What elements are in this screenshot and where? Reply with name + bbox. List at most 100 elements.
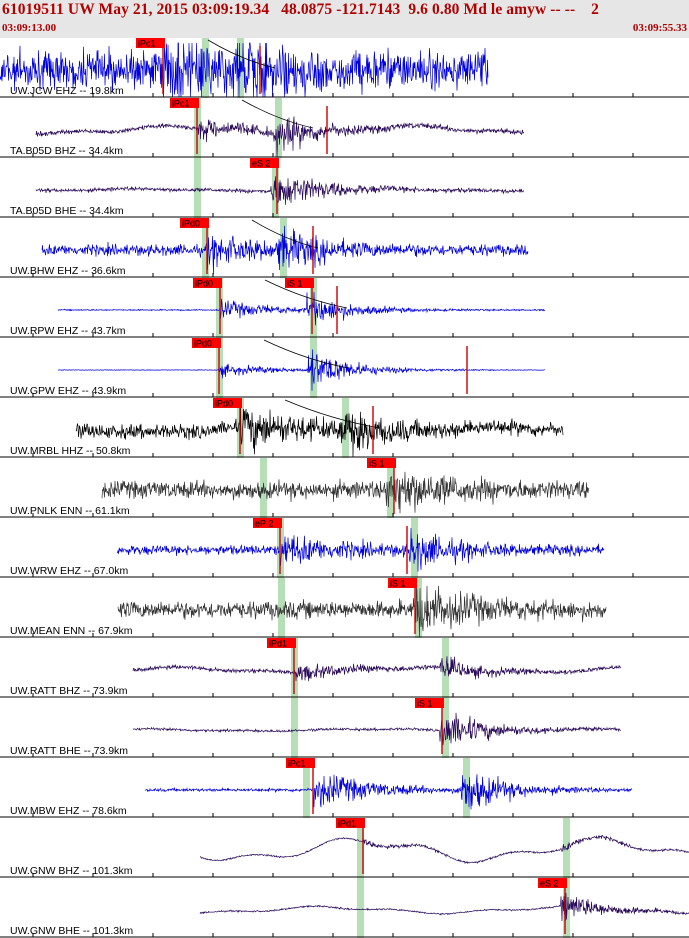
trace-row[interactable]: iS 1 UW.PNLK ENN -- 61.1km: [0, 458, 689, 518]
waveform-trace: [57, 291, 546, 326]
pick-flag[interactable]: [250, 158, 279, 168]
theoretical-arrival-band: [275, 98, 282, 158]
pick-label: eS 2: [540, 879, 559, 889]
trace-row[interactable]: eS 2 UW.GNW BHE -- 101.3km: [0, 878, 689, 938]
theoretical-arrival-band: [202, 38, 209, 98]
waveform-trace: [75, 402, 564, 457]
pick-label: iPd0: [195, 279, 213, 289]
station-label: UW.RATT BHE -- 73.9km: [10, 745, 128, 757]
pick-flag[interactable]: [180, 218, 209, 228]
theoretical-arrival-band: [442, 698, 449, 758]
station-label: TA.B05D BHE -- 34.4km: [10, 205, 124, 217]
pick-flag[interactable]: [285, 278, 314, 288]
waveform-trace: [116, 527, 605, 572]
pick-label: iPc1: [138, 39, 156, 49]
waveform-trace: [199, 834, 689, 865]
trace-row[interactable]: iPd0 UW.GPW EHZ -- 43.9km: [0, 338, 689, 398]
trace-row[interactable]: iPc1 TA.B05D BHZ -- 34.4km: [0, 98, 689, 158]
station-label: UW.MRBL HHZ -- 50.8km: [10, 445, 131, 457]
pick-label: iPc1: [172, 99, 190, 109]
event-title: 61019511 UW May 21, 2015 03:09:19.34 48.…: [2, 1, 600, 18]
pick-flag[interactable]: [170, 98, 199, 108]
trace-row[interactable]: iPc1 UW.MBW EHZ -- 78.6km: [0, 758, 689, 818]
theoretical-arrival-band: [463, 758, 470, 818]
pick-label: iPd1: [338, 819, 356, 829]
pick-flag[interactable]: [267, 638, 296, 648]
waveform-trace: [132, 712, 622, 746]
pick-label: eS 2: [252, 159, 271, 169]
model-curve: [241, 99, 314, 129]
trace-row[interactable]: iPd1 UW.RATT BHZ -- 73.9km: [0, 638, 689, 698]
waveform-trace: [35, 176, 525, 205]
trace-row[interactable]: eP 2 UW.WRW EHZ -- 67.0km: [0, 518, 689, 578]
theoretical-arrival-band: [411, 518, 418, 578]
theoretical-arrival-band: [303, 758, 310, 818]
waveform-trace: [117, 585, 607, 638]
pick-label: iPd0: [182, 219, 200, 229]
trace-row[interactable]: eS 2 TA.B05D BHE -- 34.4km: [0, 158, 689, 218]
waveform-trace: [101, 471, 590, 514]
pick-flag[interactable]: [213, 398, 242, 408]
station-label: UW.MEAN ENN -- 67.9km: [10, 625, 133, 637]
seismogram-panel[interactable]: iPc1 UW.JCW EHZ -- 19.8km iPc1 TA.B05D BHZ …: [0, 38, 689, 938]
model-curve: [251, 219, 319, 249]
pick-label: iPd0: [194, 339, 212, 349]
station-label: UW.JCW EHZ -- 19.8km: [10, 85, 124, 97]
waveform-trace: [144, 774, 633, 810]
waveform-trace: [132, 656, 622, 682]
station-label: UW.BHW EHZ -- 36.6km: [10, 265, 126, 277]
station-label: UW.GNW BHE -- 101.3km: [10, 925, 133, 937]
pick-label: iS 1: [287, 279, 303, 289]
pick-flag[interactable]: [253, 518, 282, 528]
pick-flag[interactable]: [367, 458, 396, 468]
trace-row[interactable]: iPd0 UW.MRBL HHZ -- 50.8km: [0, 398, 689, 458]
station-label: UW.GPW EHZ -- 43.9km: [10, 385, 126, 397]
theoretical-arrival-band: [278, 578, 285, 638]
theoretical-arrival-band: [291, 698, 298, 758]
end-time-label: 03:09:55.33: [632, 22, 687, 34]
waveform-trace: [199, 892, 689, 922]
pick-flag[interactable]: [415, 698, 444, 708]
station-label: UW.MBW EHZ -- 78.6km: [10, 805, 127, 817]
pick-label: iS 1: [390, 579, 406, 589]
trace-row[interactable]: iPc1 UW.JCW EHZ -- 19.8km: [0, 38, 689, 98]
theoretical-arrival-band: [357, 878, 364, 938]
pick-flag[interactable]: [388, 578, 417, 588]
pick-flag[interactable]: [286, 758, 315, 768]
model-curve: [263, 339, 349, 369]
station-label: UW.GNW BHZ -- 101.3km: [10, 865, 133, 877]
pick-flag[interactable]: [136, 38, 165, 48]
theoretical-arrival-band: [310, 338, 317, 398]
waveform-trace: [0, 42, 489, 98]
pick-flag[interactable]: [192, 338, 221, 348]
pick-label: iS 1: [369, 459, 385, 469]
station-label: UW.RATT BHZ -- 73.9km: [10, 685, 128, 697]
theoretical-arrival-band: [357, 818, 364, 878]
pick-flag[interactable]: [336, 818, 365, 828]
pick-label: iPc1: [288, 759, 306, 769]
station-label: UW.WRW EHZ -- 67.0km: [10, 565, 128, 577]
trace-row[interactable]: iS 1 UW.RATT BHE -- 73.9km: [0, 698, 689, 758]
station-label: UW.RPW EHZ -- 43.7km: [10, 325, 126, 337]
model-curve: [264, 279, 348, 309]
event-header: 61019511 UW May 21, 2015 03:09:19.34 48.…: [0, 0, 689, 38]
pick-label: iPd1: [269, 639, 287, 649]
waveform-trace: [35, 116, 525, 158]
waveform-trace: [41, 225, 529, 275]
pick-label: iS 1: [417, 699, 433, 709]
trace-row[interactable]: iS 1 UW.MEAN ENN -- 67.9km: [0, 578, 689, 638]
start-time-label: 03:09:13.00: [2, 22, 57, 34]
theoretical-arrival-band: [310, 278, 317, 338]
pick-label: eP 2: [255, 519, 273, 529]
station-label: UW.PNLK ENN -- 61.1km: [10, 505, 130, 517]
pick-label: iPd0: [215, 399, 233, 409]
theoretical-arrival-band: [563, 818, 570, 878]
pick-flag[interactable]: [193, 278, 222, 288]
pick-flag[interactable]: [538, 878, 567, 888]
station-label: TA.B05D BHZ -- 34.4km: [10, 145, 123, 157]
trace-row[interactable]: iPd0 UW.BHW EHZ -- 36.6km: [0, 218, 689, 278]
theoretical-arrival-band: [442, 638, 449, 698]
trace-row[interactable]: iPd0 iS 1 UW.RPW EHZ -- 43.7km: [0, 278, 689, 338]
model-curve: [207, 39, 276, 69]
trace-row[interactable]: iPd1 UW.GNW BHZ -- 101.3km: [0, 818, 689, 878]
